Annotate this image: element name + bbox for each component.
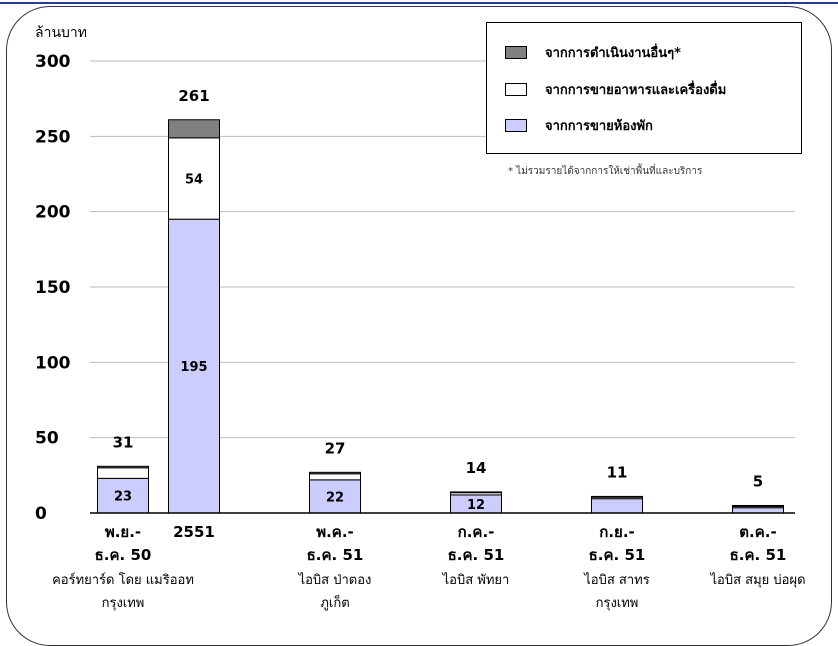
y-tick-label-200: 200	[35, 203, 71, 223]
x-tick-label-5-2: ไอบิส สมุย บ่อผุด	[709, 572, 805, 588]
legend-label-rooms: จากการขายห้องพัก	[545, 118, 653, 134]
x-tick-label-4-0: ก.ย.-	[599, 523, 635, 541]
x-tick-label-3-2: ไอบิส พัทยา	[442, 572, 510, 588]
y-axis-ticks: 0 50 100 150 200 250 300	[35, 52, 71, 524]
legend-label-food-beverage: จากการขายอาหารและเครื่องดื่ม	[545, 82, 727, 98]
segment-label-0-2: 22	[326, 490, 344, 505]
x-tick-label-2-0: พ.ค.-	[316, 523, 354, 541]
bars	[97, 119, 784, 514]
x-tick-label-0-1: ธ.ค. 50	[95, 546, 152, 564]
x-tick-label-4-2: ไอบิส สาทร	[583, 572, 649, 588]
total-labels: 31 261 27 14 11 5	[113, 87, 764, 491]
x-tick-label-3-1: ธ.ค. 51	[448, 546, 505, 564]
title-underline	[0, 0, 838, 6]
x-tick-label-0-3: กรุงเทพ	[102, 596, 145, 611]
segment-label-0-1: 195	[180, 360, 207, 375]
segment-label-1-1: 54	[185, 173, 203, 188]
y-axis-label: ล้านบาท	[35, 25, 87, 41]
total-label-2: 27	[325, 439, 346, 457]
y-tick-label-150: 150	[35, 278, 71, 298]
bar-segment-0-2	[309, 479, 361, 514]
x-tick-label-0-0: พ.ย.-	[105, 523, 141, 541]
bar-segment-0-1	[168, 218, 220, 514]
x-tick-label-1-0: 2551	[173, 523, 215, 541]
x-tick-label-2-2: ไอบิส ป่าตอง	[298, 572, 372, 588]
bar-segment-2-0	[97, 465, 149, 469]
bar-segment-1-0	[97, 467, 149, 479]
y-tick-label-250: 250	[35, 127, 71, 147]
legend-item-food-beverage: จากการขายอาหารและเครื่องดื่ม	[505, 81, 727, 98]
legend-item-rooms: จากการขายห้องพัก	[505, 117, 653, 134]
x-tick-label-4-1: ธ.ค. 51	[589, 546, 646, 564]
bar-chart: 0 50 100 150 200 250 300 23 195 54 22 12 31 261 27 14…	[35, 25, 806, 611]
x-tick-label-4-3: กรุงเทพ	[596, 596, 639, 611]
x-tick-label-5-0: ต.ค.-	[739, 523, 776, 541]
legend-swatch-food-beverage	[505, 82, 527, 96]
y-tick-label-100: 100	[35, 353, 71, 373]
total-label-1: 261	[178, 87, 209, 105]
x-tick-label-5-1: ธ.ค. 51	[730, 546, 787, 564]
total-label-5: 5	[753, 472, 763, 490]
bar-segment-2-4	[591, 495, 643, 498]
total-label-0: 31	[113, 433, 134, 451]
legend-swatch-rooms	[505, 118, 527, 132]
bar-segment-2-2	[309, 471, 361, 475]
footnote: * ไม่รวมรายได้จากการให้เช่าพื้นที่และบริ…	[508, 166, 703, 177]
bar-segment-1-1	[168, 137, 220, 220]
legend-item-other: จากการดำเนินงานอื่นๆ*	[505, 44, 681, 61]
x-tick-label-3-0: ก.ค.-	[458, 523, 495, 541]
legend-swatch-other	[505, 45, 527, 59]
bar-segment-1-2	[309, 473, 361, 481]
segment-label-0-3: 12	[467, 498, 485, 513]
total-label-4: 11	[607, 463, 628, 481]
legend-label-other: จากการดำเนินงานอื่นๆ*	[545, 45, 681, 61]
bar-segment-2-1	[168, 119, 220, 139]
y-tick-label-0: 0	[35, 504, 47, 524]
y-tick-label-50: 50	[35, 429, 59, 449]
bar-segment-2-5	[732, 504, 784, 508]
segment-labels: 23 195 54 22 12	[114, 173, 485, 513]
x-tick-label-2-3: ภูเก็ต	[320, 593, 349, 611]
bar-segment-0-4	[591, 498, 643, 514]
y-tick-label-300: 300	[35, 52, 71, 72]
bar-segment-2-3	[450, 491, 502, 494]
legend: จากการดำเนินงานอื่นๆ* จากการขายอาหารและเ…	[486, 22, 802, 154]
x-tick-label-2-1: ธ.ค. 51	[307, 546, 364, 564]
x-tick-label-0-2: คอร์ทยาร์ด โดย แมริออท	[52, 572, 194, 588]
segment-label-0-0: 23	[114, 490, 132, 505]
bar-segment-0-5	[732, 507, 784, 514]
x-axis-labels: พ.ย.- ธ.ค. 50 คอร์ทยาร์ด โดย แมริออทกรุงเท…	[52, 523, 805, 611]
total-label-3: 14	[466, 459, 487, 477]
